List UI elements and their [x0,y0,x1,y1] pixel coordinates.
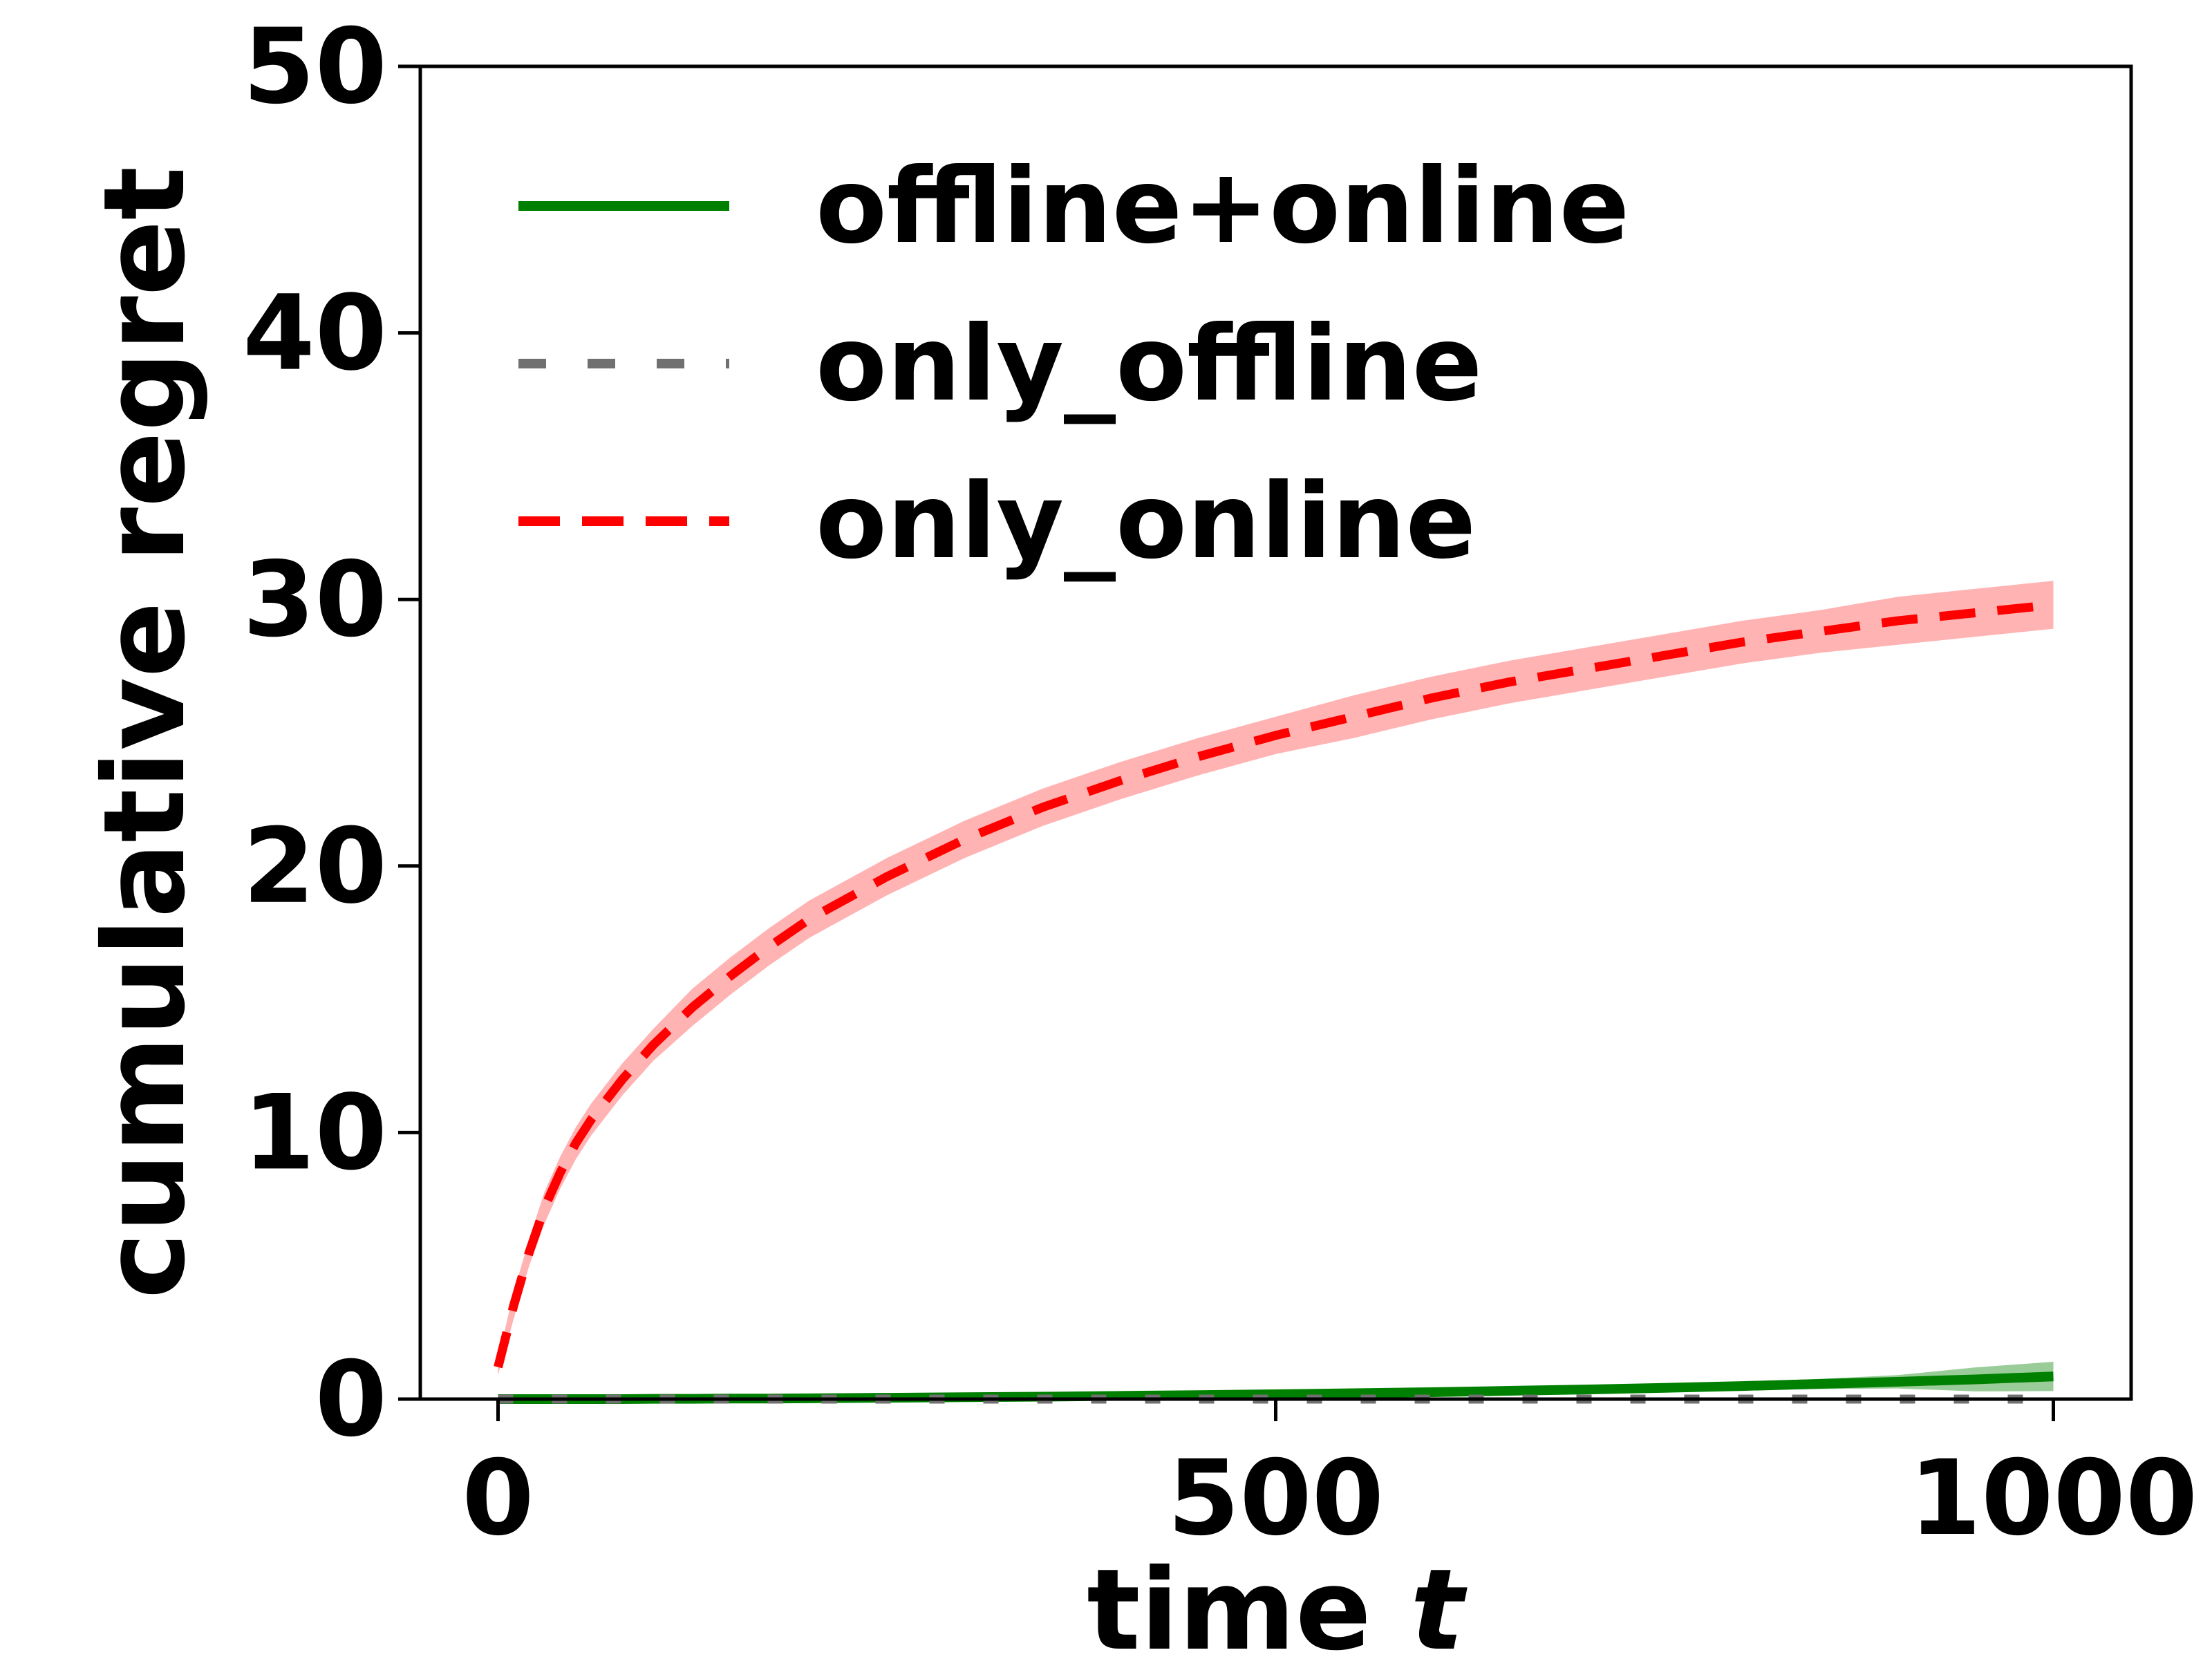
y-tick-label: 50 [243,7,387,127]
y-tick-label: 40 [243,274,387,394]
y-tick-label: 0 [315,1340,387,1460]
x-tick-label: 1000 [1909,1438,2197,1559]
x-axis-ticks: 0 500 1000 [462,1399,2197,1559]
series-line-offline-online [498,1371,2054,1404]
y-axis-label: cumulative regret [80,167,210,1299]
x-tick-label: 0 [462,1438,534,1559]
y-axis-ticks: 0 10 20 30 40 50 [243,7,420,1460]
y-tick-label: 10 [243,1073,387,1193]
legend-label-offline-online: offline+online [816,147,1629,267]
x-axis-label: time t [1087,1546,1468,1659]
y-tick-label: 20 [243,807,387,927]
legend-label-only-online: only_online [816,462,1476,582]
x-axis-label-text: time [1087,1546,1371,1659]
legend-label-only-offline: only_offline [816,304,1482,424]
y-tick-label: 30 [243,540,387,660]
x-tick-label: 500 [1168,1438,1384,1559]
confidence-bands [498,581,2054,1399]
x-axis-label-variable: t [1410,1546,1468,1659]
legend: offline+online only_offline only_online [518,147,1629,582]
